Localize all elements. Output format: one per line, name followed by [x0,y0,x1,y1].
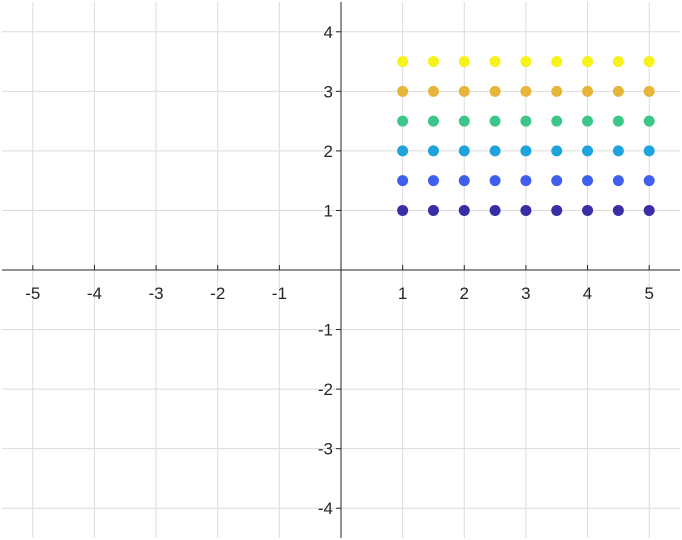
data-point [427,204,439,216]
data-point [458,85,470,97]
data-point [612,56,624,68]
data-point [643,115,655,127]
data-point [612,115,624,127]
data-point [489,115,501,127]
data-point [397,204,409,216]
data-point [612,85,624,97]
data-point [489,145,501,157]
data-point [551,115,563,127]
data-point [551,145,563,157]
data-point [427,85,439,97]
data-point [643,56,655,68]
x-tick-label: 3 [521,284,530,303]
data-point [582,115,594,127]
x-tick-label: -4 [87,284,102,303]
y-tick-label: -1 [318,321,333,340]
tick-labels: -5 -4 -3 -2 -1 1 2 3 4 5 -4 -3 -2 -1 1 2 3 4 [25,23,654,518]
data-point [397,145,409,157]
data-point [612,145,624,157]
x-tick-label: -5 [25,284,40,303]
data-point [551,56,563,68]
y-tick-label: 4 [324,23,333,42]
x-tick-label: 1 [398,284,407,303]
y-tick-label: -4 [318,499,333,518]
data-point [520,115,532,127]
data-point [427,56,439,68]
data-point [582,145,594,157]
x-tick-label: -3 [149,284,164,303]
x-tick-label: -1 [272,284,287,303]
data-point [397,115,409,127]
x-tick-label: 4 [583,284,592,303]
data-point [643,145,655,157]
data-point [427,115,439,127]
data-point [489,56,501,68]
data-point [612,204,624,216]
data-point [397,85,409,97]
x-tick-label: 2 [460,284,469,303]
y-tick-label: 2 [324,142,333,161]
data-point [582,175,594,187]
data-point [582,85,594,97]
data-point [520,204,532,216]
data-point [643,85,655,97]
data-point [458,204,470,216]
x-tick-label: 5 [644,284,653,303]
x-tick-label: -2 [210,284,225,303]
y-tick-label: 3 [324,82,333,101]
data-point [458,56,470,68]
data-point [582,204,594,216]
data-point [520,56,532,68]
data-point [397,175,409,187]
data-point [397,56,409,68]
data-point [520,175,532,187]
y-tick-label: -2 [318,380,333,399]
data-point [489,204,501,216]
data-points [397,56,655,216]
y-tick-label: -3 [318,440,333,459]
data-point [458,175,470,187]
data-point [520,85,532,97]
data-point [458,115,470,127]
data-point [582,56,594,68]
data-point [551,204,563,216]
data-point [427,175,439,187]
y-tick-label: 1 [324,201,333,220]
data-point [551,85,563,97]
data-point [643,175,655,187]
data-point [551,175,563,187]
data-point [427,145,439,157]
data-point [612,175,624,187]
data-point [643,204,655,216]
data-point [520,145,532,157]
tick-marks [32,31,650,509]
data-point [489,175,501,187]
data-point [458,145,470,157]
data-point [489,85,501,97]
